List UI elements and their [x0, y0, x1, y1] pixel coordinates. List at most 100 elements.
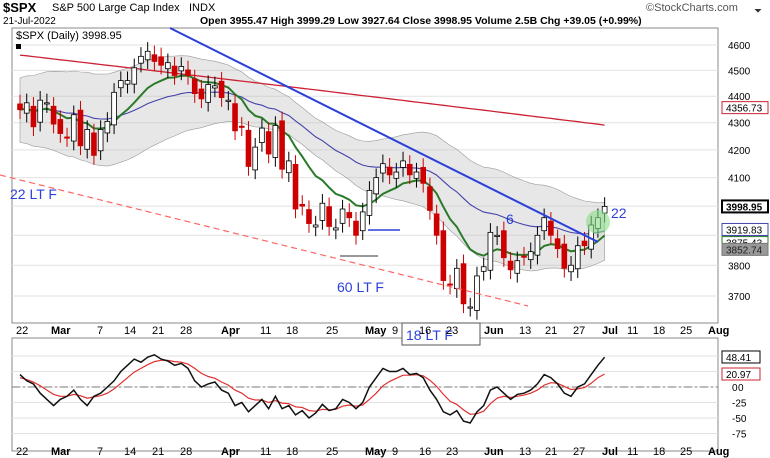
- date-tick-label: 13: [519, 446, 531, 458]
- candle-body: [554, 238, 561, 250]
- candle-body: [111, 91, 117, 126]
- candle-body: [265, 131, 272, 155]
- date-tick-label: 18: [286, 446, 298, 458]
- oscillator-tag-label: 0: [738, 383, 744, 394]
- candle-body: [574, 245, 581, 270]
- candle-body: [568, 264, 574, 273]
- date-tick-label: 18: [653, 325, 665, 337]
- date-tick-label: 23: [446, 325, 458, 337]
- candle-body: [37, 99, 43, 123]
- date-tick-label: 13: [519, 325, 531, 337]
- candle-body: [212, 85, 218, 89]
- price-tag-label: 4356.73: [726, 104, 763, 115]
- downtrend-line: [169, 27, 599, 243]
- date-tick-label: 9: [392, 325, 398, 337]
- price-tick-label: 4600: [728, 41, 751, 52]
- date-tick-label: Jul: [602, 325, 618, 337]
- date-axis-top: 22 Mar 7 14 21 28 Apr 11 18 25 May 9 16 23 Jun 13 21 27 Ju…: [16, 325, 729, 337]
- price-tag-label: 3919.83: [726, 225, 763, 236]
- candle-body: [218, 80, 225, 98]
- candle-body: [514, 260, 521, 274]
- candle-body: [561, 243, 568, 269]
- candle-body: [312, 224, 319, 228]
- candle-body: [346, 212, 353, 219]
- candle-body: [548, 220, 554, 236]
- date-tick-label: 11: [260, 325, 271, 337]
- candle-body: [447, 283, 453, 286]
- candle-body: [460, 263, 467, 305]
- price-tag-label: 3998.95: [726, 202, 763, 213]
- candle-body: [165, 62, 171, 70]
- candle-body: [527, 251, 534, 261]
- date-tick-label: May: [365, 325, 387, 337]
- candle-body: [353, 220, 359, 236]
- price-tag-box: [721, 199, 769, 214]
- date-tick-label: 28: [180, 446, 192, 458]
- moving-average-long: [19, 54, 605, 126]
- date-tick-label: 25: [680, 446, 692, 458]
- candle-body: [171, 65, 178, 76]
- price-tick-label: 3700: [728, 292, 751, 303]
- candle-body: [238, 125, 245, 128]
- date-tick-label: Mar: [51, 325, 71, 337]
- oscillator-tag-box: [721, 367, 761, 381]
- price-tag-label: 3852.74: [726, 245, 763, 256]
- candle-body: [306, 209, 312, 224]
- date-tick-label: 18: [286, 325, 298, 337]
- oscillator-tick-label: 0: [732, 383, 738, 394]
- candle-body: [44, 102, 50, 105]
- date-tick-label: 22: [16, 325, 28, 337]
- candle-body: [138, 55, 144, 64]
- candle-body: [118, 80, 124, 89]
- candle-body: [494, 234, 500, 237]
- candle-body: [57, 119, 64, 134]
- date-tick-label: 18: [653, 446, 665, 458]
- candle-body: [131, 67, 138, 85]
- candle-body: [225, 99, 232, 102]
- date-tick-label: 27: [573, 325, 585, 337]
- date-tick-label: Mar: [51, 446, 71, 458]
- date-tick-label: Aug: [708, 325, 729, 337]
- date-tick-label: 9: [392, 446, 398, 458]
- source-credit: ©StockCharts.com: [646, 2, 738, 14]
- candle-body: [144, 50, 151, 61]
- candle-body: [534, 234, 541, 256]
- oscillator-tag-box: [721, 350, 761, 364]
- date-tick-label: Jun: [484, 446, 504, 458]
- date-tick-label: 14: [124, 325, 136, 337]
- candle-body: [467, 306, 474, 309]
- oscillator-tags: 48.41 20.97 0: [721, 350, 761, 394]
- menu-arrow-icon[interactable]: ⏷: [754, 6, 762, 17]
- oscillator-tick-label: -50: [732, 414, 747, 425]
- date-tick-label: 21: [152, 325, 164, 337]
- date-tick-label: 21: [545, 446, 557, 458]
- candle-body: [17, 103, 23, 111]
- candle-body: [440, 230, 447, 281]
- oscillator-tag-label: 48.41: [726, 353, 751, 364]
- ohlc-readout: Open 3955.47 High 3999.29 Low 3927.64 Cl…: [200, 15, 642, 27]
- candle-body: [245, 129, 252, 167]
- candle-body: [232, 103, 238, 132]
- price-tag-box: [721, 222, 769, 236]
- candle-body: [521, 255, 527, 258]
- price-axis: 3700380039004000410042004300440045004600: [728, 41, 751, 303]
- oscillator-axis: -75-50-2502550: [732, 352, 747, 441]
- candle-body: [285, 160, 292, 174]
- price-tick-label: 3800: [728, 261, 751, 272]
- date-tick-label: 22: [16, 446, 28, 458]
- symbol: $SPX: [3, 0, 37, 15]
- candle-body: [77, 109, 84, 147]
- candle-body: [581, 240, 588, 247]
- candle-body: [393, 171, 400, 179]
- price-tick-label: 4400: [728, 92, 751, 103]
- candle-body: [97, 129, 104, 152]
- legend-swatch: [16, 44, 21, 49]
- candle-body: [339, 208, 346, 224]
- candle-body: [50, 105, 57, 125]
- candle-body: [380, 163, 386, 174]
- candle-body: [413, 171, 420, 179]
- label-18-lt-f: 18 LT F: [406, 327, 453, 343]
- candle-body: [259, 127, 265, 143]
- candle-body: [91, 132, 97, 156]
